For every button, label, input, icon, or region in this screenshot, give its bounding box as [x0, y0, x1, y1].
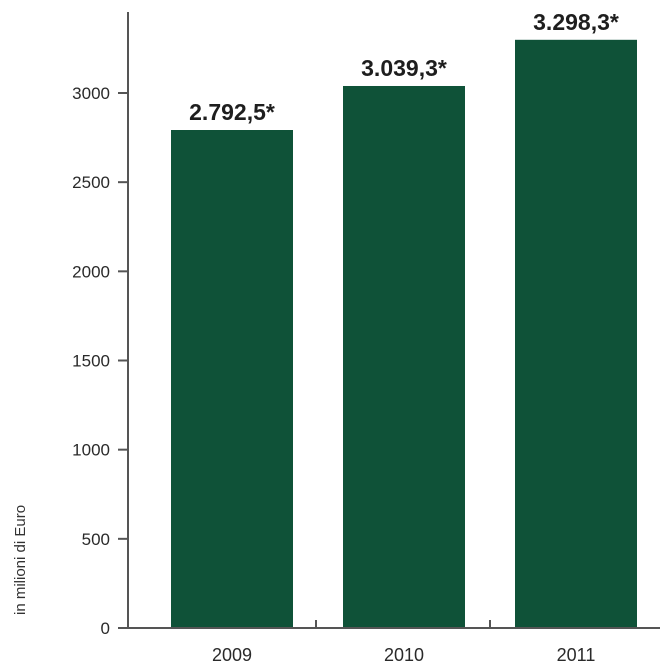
bar: [171, 130, 293, 629]
y-tick-label: 0: [101, 619, 110, 638]
bars: [171, 39, 637, 629]
y-tick-label: 2000: [72, 262, 110, 281]
y-tick-label: 1500: [72, 352, 110, 371]
y-axis-title: in milioni di Euro: [12, 505, 29, 615]
y-tick-label: 3000: [72, 84, 110, 103]
value-label: 3.039,3*: [361, 55, 447, 81]
value-labels: 2.792,5* 3.039,3* 3.298,3*: [189, 9, 619, 125]
y-axis-ticks: 0 500 1000 1500 2000 2500 3000: [72, 84, 128, 638]
category-label: 2009: [212, 645, 252, 664]
y-tick-label: 2500: [72, 173, 110, 192]
category-label: 2010: [384, 645, 424, 664]
y-tick-label: 1000: [72, 441, 110, 460]
value-label: 2.792,5*: [189, 99, 275, 125]
bar: [343, 85, 465, 628]
category-labels: 2009 2010 2011: [212, 620, 595, 664]
category-label: 2011: [557, 645, 596, 664]
bar: [515, 39, 637, 629]
y-tick-label: 500: [82, 530, 110, 549]
value-label: 3.298,3*: [533, 9, 619, 35]
